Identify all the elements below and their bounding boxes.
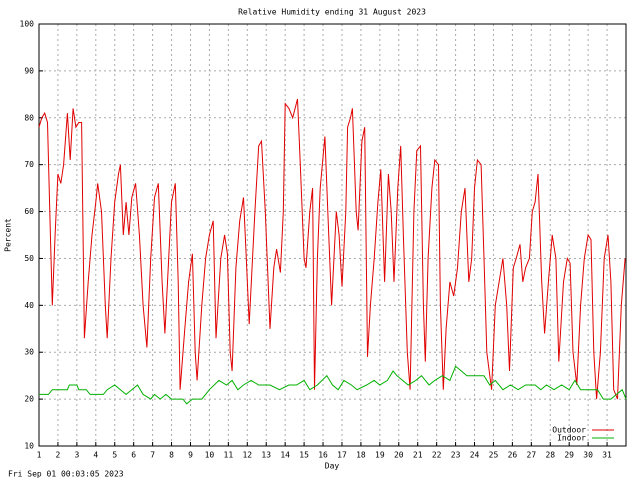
x-tick-label: 14	[280, 451, 290, 460]
series-line	[39, 365, 627, 405]
x-tick-label: 7	[150, 451, 155, 460]
x-tick-label: 8	[169, 451, 174, 460]
x-tick-label: 17	[337, 451, 347, 460]
x-tick-label: 11	[224, 451, 234, 460]
x-tick-label: 28	[545, 451, 555, 460]
x-tick-label: 15	[299, 451, 309, 460]
x-tick-label: 27	[527, 451, 537, 460]
x-tick-label: 21	[413, 451, 423, 460]
legend-label: Outdoor	[552, 426, 586, 435]
x-tick-label: 9	[188, 451, 193, 460]
x-tick-label: 16	[318, 451, 328, 460]
y-tick-label: 70	[24, 160, 34, 169]
footer: Fri Sep 01 00:03:05 2023	[8, 470, 124, 479]
y-axis-label: Percent	[4, 218, 13, 252]
x-tick-label: 1	[37, 451, 42, 460]
y-tick-label: 20	[24, 395, 34, 404]
x-tick-label: 3	[74, 451, 79, 460]
x-tick-label: 12	[242, 451, 252, 460]
series-line	[38, 98, 626, 400]
y-tick-label: 80	[24, 113, 34, 122]
y-tick-label: 50	[24, 254, 34, 263]
y-tick-label: 10	[24, 442, 34, 451]
x-tick-label: 2	[56, 451, 61, 460]
legend-label: Indoor	[557, 434, 586, 443]
x-tick-label: 5	[112, 451, 117, 460]
x-tick-label: 10	[205, 451, 215, 460]
x-tick-label: 26	[508, 451, 518, 460]
x-tick-label: 13	[261, 451, 271, 460]
x-tick-label: 20	[394, 451, 404, 460]
x-tick-label: 29	[564, 451, 574, 460]
x-tick-label: 23	[451, 451, 461, 460]
chart-title: Relative Humidity ending 31 August 2023	[238, 8, 426, 17]
x-tick-label: 19	[375, 451, 385, 460]
x-tick-label: 25	[489, 451, 499, 460]
x-tick-label: 30	[583, 451, 593, 460]
y-tick-label: 40	[24, 301, 34, 310]
x-tick-label: 6	[131, 451, 136, 460]
x-tick-label: 18	[356, 451, 366, 460]
x-tick-label: 22	[432, 451, 442, 460]
x-axis-label: Day	[325, 462, 340, 471]
x-tick-label: 4	[93, 451, 98, 460]
x-tick-label: 24	[470, 451, 480, 460]
y-tick-label: 100	[20, 20, 35, 29]
y-tick-label: 30	[24, 348, 34, 357]
y-tick-label: 90	[24, 66, 34, 75]
y-tick-label: 60	[24, 207, 34, 216]
plot-frame	[38, 23, 627, 447]
x-tick-label: 31	[602, 451, 612, 460]
